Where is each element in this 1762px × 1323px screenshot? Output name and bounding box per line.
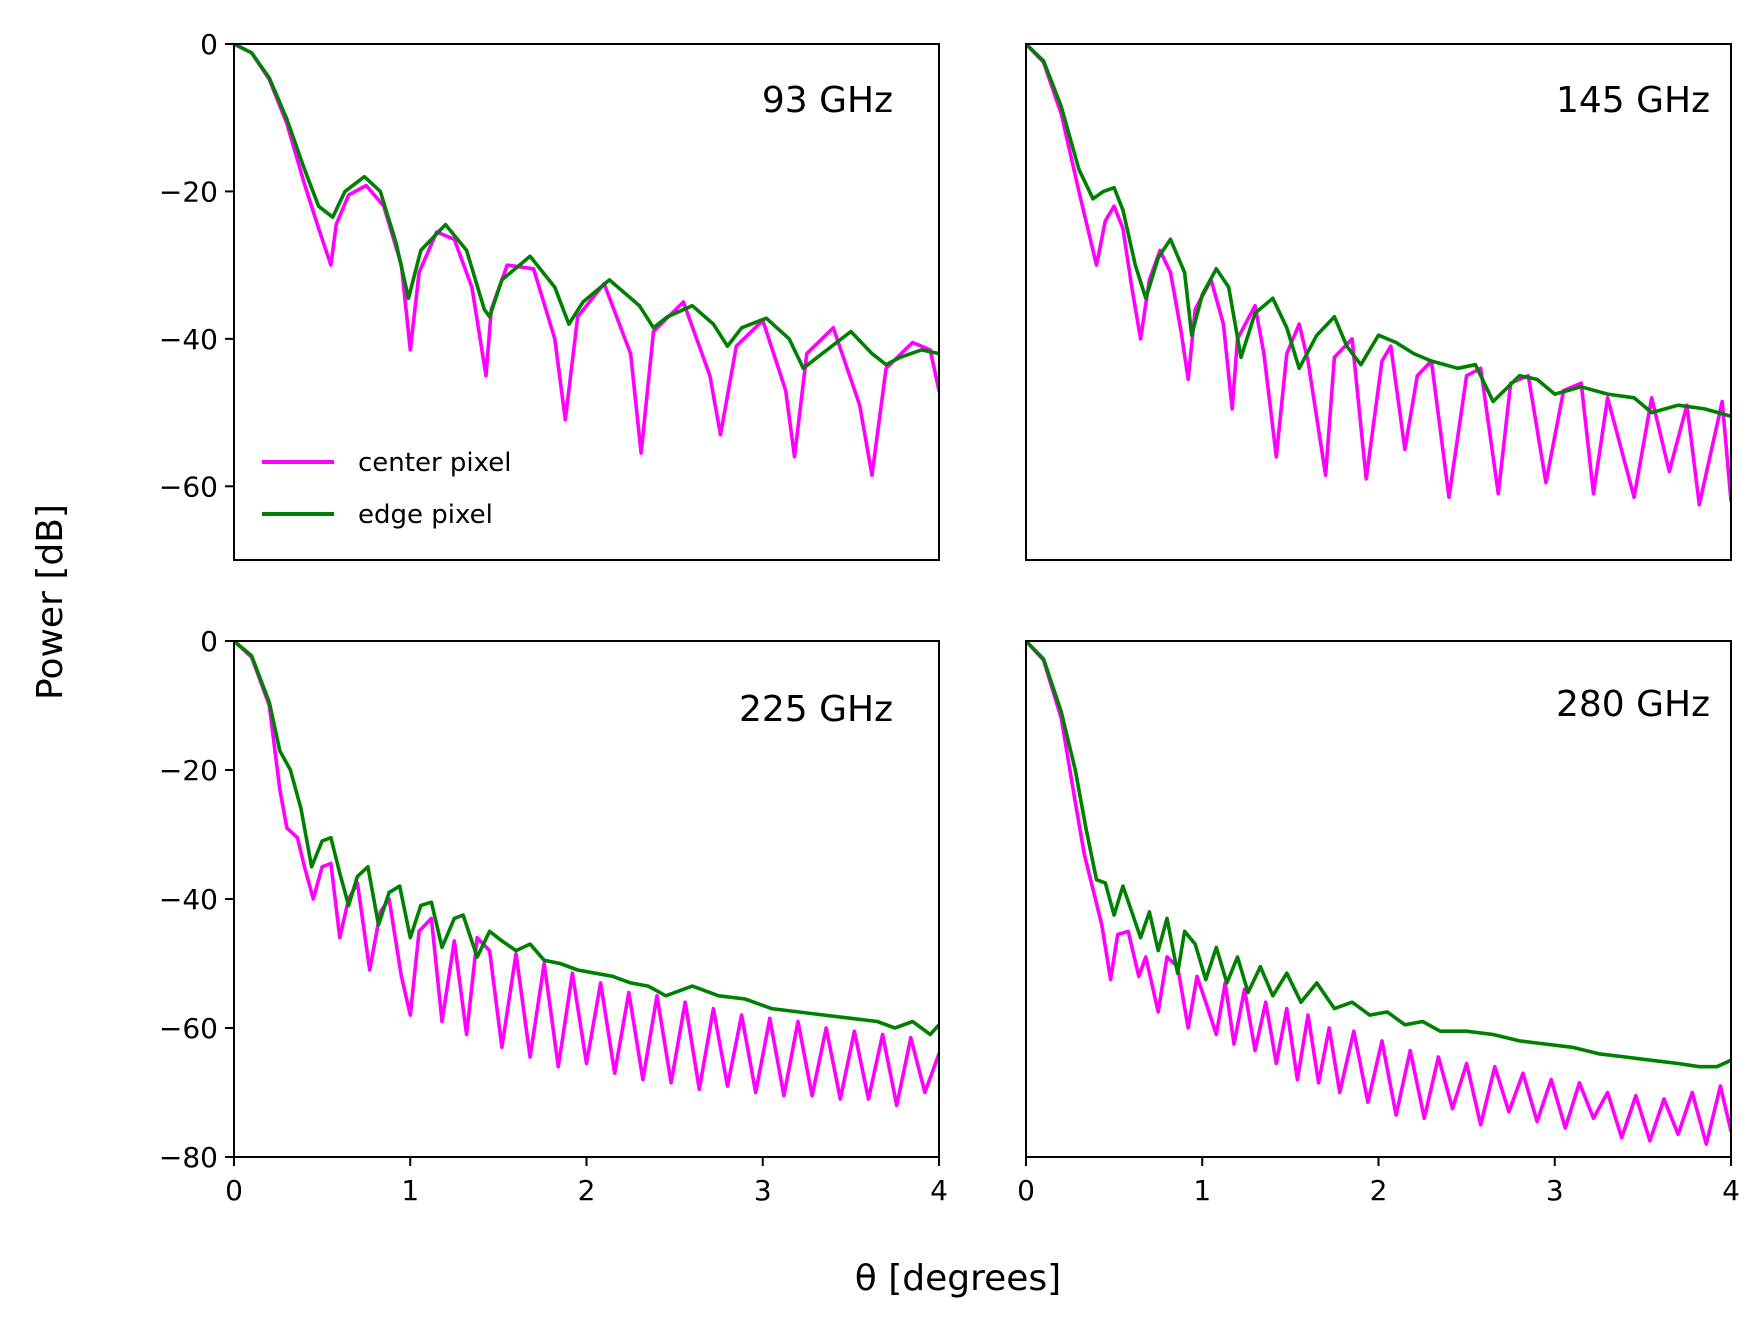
- panel-93ghz-title: 93 GHz: [762, 80, 893, 121]
- x-axis-title: θ [degrees]: [855, 1258, 1061, 1299]
- x-tick-label: 0: [225, 1174, 243, 1207]
- series-edge-pixel: [234, 44, 939, 371]
- panel-93ghz-series: [234, 44, 939, 478]
- y-axis-title: Power [dB]: [30, 504, 71, 700]
- series-center-pixel: [234, 44, 939, 478]
- series-center-pixel: [234, 641, 939, 1108]
- legend-edge-pixel-label: edge pixel: [358, 500, 493, 530]
- panel-93ghz-y-axis: 0 −20 −40 −60: [159, 28, 234, 503]
- panel-280ghz-title: 280 GHz: [1556, 684, 1710, 725]
- y-tick-label: −40: [159, 323, 218, 356]
- panel-145ghz-frame: [1025, 43, 1732, 561]
- series-center-pixel: [1026, 641, 1731, 1146]
- series-edge-pixel: [1026, 44, 1731, 419]
- y-tick-label: −40: [159, 883, 218, 916]
- panel-280ghz-series: [1026, 641, 1731, 1146]
- panel-93ghz-frame: [233, 43, 940, 561]
- x-tick-label: 3: [754, 1174, 772, 1207]
- series-edge-pixel: [234, 641, 939, 1037]
- series-edge-pixel: [1026, 641, 1731, 1069]
- panel-225ghz-y-axis: 0 −20 −40 −60 −80: [159, 625, 234, 1174]
- y-tick-label: 0: [200, 28, 218, 61]
- x-tick-label: 3: [1546, 1174, 1564, 1207]
- panel-225ghz-x-axis: 0 1 2 3 4: [225, 1157, 948, 1207]
- panel-225ghz-series: [234, 641, 939, 1108]
- panel-225ghz: 0 −20 −40 −60 −80 0 1 2 3 4 225 GHz: [159, 625, 948, 1207]
- x-tick-label: 2: [1370, 1174, 1388, 1207]
- panel-225ghz-title: 225 GHz: [739, 689, 893, 730]
- panel-280ghz-x-axis: 0 1 2 3 4: [1017, 1157, 1740, 1207]
- y-tick-label: −60: [159, 470, 218, 503]
- y-tick-label: −60: [159, 1012, 218, 1045]
- y-tick-label: −20: [159, 175, 218, 208]
- x-tick-label: 0: [1017, 1174, 1035, 1207]
- legend-center-pixel-label: center pixel: [358, 448, 511, 478]
- panel-145ghz-title: 145 GHz: [1556, 80, 1710, 121]
- x-tick-label: 4: [930, 1174, 948, 1207]
- legend: center pixel edge pixel: [262, 448, 511, 530]
- panel-145ghz: 145 GHz: [1025, 43, 1732, 561]
- panel-280ghz: 0 1 2 3 4 280 GHz: [1017, 640, 1740, 1207]
- x-tick-label: 1: [1193, 1174, 1211, 1207]
- x-tick-label: 2: [578, 1174, 596, 1207]
- x-tick-label: 1: [401, 1174, 419, 1207]
- series-center-pixel: [1026, 44, 1731, 507]
- panel-145ghz-series: [1026, 44, 1731, 507]
- y-tick-label: −80: [159, 1141, 218, 1174]
- x-tick-label: 4: [1722, 1174, 1740, 1207]
- y-tick-label: −20: [159, 754, 218, 787]
- panel-93ghz: 0 −20 −40 −60 93 GHz center pixel edge pixe…: [159, 28, 940, 561]
- y-tick-label: 0: [200, 625, 218, 658]
